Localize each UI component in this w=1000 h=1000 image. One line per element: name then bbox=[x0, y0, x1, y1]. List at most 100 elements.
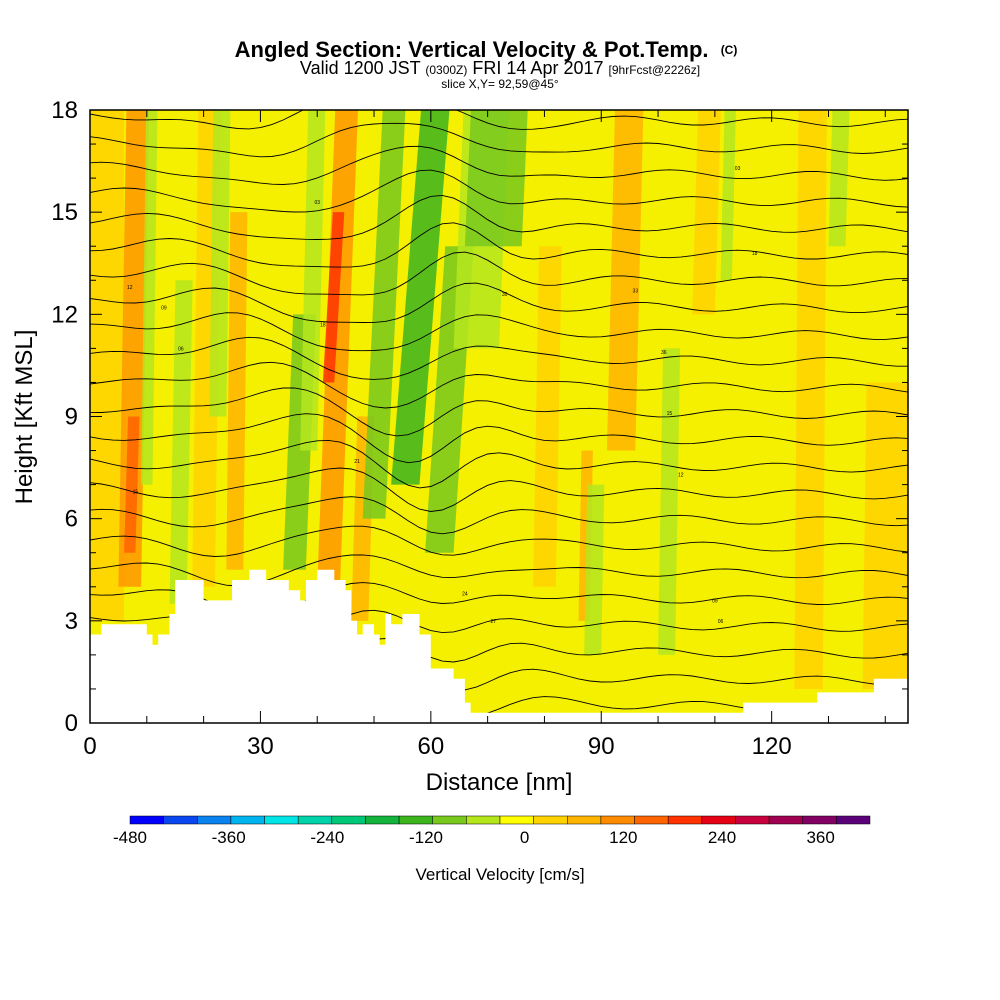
colorbar-swatch bbox=[600, 815, 635, 825]
colorbar-swatch bbox=[398, 815, 433, 825]
contour-labels: 15 12 09 06 03 18 21 24 27 30 33 36 15 12 09 06 03 18 bbox=[127, 166, 758, 625]
colorbar-swatch bbox=[163, 815, 198, 825]
y-tick-label: 0 bbox=[65, 710, 78, 737]
velocity-streak bbox=[464, 110, 528, 247]
plot-area: 15 12 09 06 03 18 21 24 27 30 33 36 15 12 09 06 03 18 bbox=[90, 110, 908, 723]
colorbar-swatch bbox=[197, 815, 232, 825]
isentrope-line bbox=[90, 169, 908, 213]
velocity-streak bbox=[862, 382, 908, 689]
isentrope-line bbox=[90, 251, 908, 296]
x-axis-title: Distance [nm] bbox=[426, 769, 573, 796]
y-axis: 0 36 9 12 15 18 bbox=[51, 97, 908, 737]
contour-label: 06 bbox=[718, 619, 724, 625]
velocity-streak bbox=[362, 110, 406, 519]
velocity-streak bbox=[391, 110, 450, 485]
colorbar-swatch bbox=[499, 815, 534, 825]
isentrope-line bbox=[90, 496, 908, 535]
velocity-streak bbox=[692, 110, 721, 315]
colorbar-swatch bbox=[230, 815, 265, 825]
x-tick-label: 60 bbox=[417, 733, 444, 760]
contour-label: 24 bbox=[462, 592, 468, 598]
velocity-streak bbox=[584, 484, 605, 655]
colorbar-swatch bbox=[667, 815, 703, 825]
colorbar-swatch bbox=[432, 815, 467, 825]
colorbar-tick-label: -360 bbox=[212, 828, 246, 847]
isentrope-line bbox=[90, 312, 908, 352]
colorbar-swatch bbox=[701, 815, 736, 825]
velocity-streak bbox=[606, 110, 644, 451]
colorbar-swatch bbox=[297, 815, 333, 825]
isentrope-line bbox=[90, 122, 908, 158]
velocity-streak bbox=[533, 246, 562, 587]
colorbar-swatch bbox=[264, 815, 299, 825]
colorbar-swatch bbox=[567, 815, 602, 825]
colorbar-tick-label: 120 bbox=[609, 828, 637, 847]
colorbar-swatch bbox=[768, 815, 803, 825]
y-tick-label: 15 bbox=[51, 199, 78, 226]
terrain-mask bbox=[90, 569, 908, 723]
colorbar-tick-label: 360 bbox=[806, 828, 834, 847]
colorbar-tick-label: 240 bbox=[708, 828, 736, 847]
colorbar-swatch bbox=[802, 815, 837, 825]
velocity-streak bbox=[322, 212, 345, 383]
contour-label: 18 bbox=[752, 251, 758, 257]
colorbar-swatch bbox=[836, 815, 871, 825]
contour-label: 12 bbox=[678, 472, 684, 478]
contour-label: 21 bbox=[354, 459, 360, 465]
contour-label: 15 bbox=[133, 489, 139, 495]
contour-label: 15 bbox=[667, 411, 673, 417]
x-tick-label: 30 bbox=[247, 733, 274, 760]
contour-label: 03 bbox=[735, 166, 741, 172]
velocity-streak bbox=[90, 110, 125, 621]
isentrope-line bbox=[90, 361, 908, 409]
velocity-streak bbox=[658, 348, 681, 655]
colorbar-tick-label: -240 bbox=[310, 828, 344, 847]
isentrope-line bbox=[90, 194, 908, 240]
colorbar-tick-label: 0 bbox=[520, 828, 529, 847]
colorbar-swatch bbox=[735, 815, 770, 825]
velocity-streak bbox=[226, 212, 248, 570]
y-tick-label: 9 bbox=[65, 404, 78, 431]
velocity-streak bbox=[828, 110, 850, 247]
slice-info: slice X,Y= 92,59@45° bbox=[441, 77, 559, 91]
velocity-streak bbox=[300, 110, 326, 451]
colorbar-swatch bbox=[365, 815, 400, 825]
isentrope-line bbox=[90, 439, 908, 489]
colorbar-swatch bbox=[331, 815, 366, 825]
x-axis: 0 30 60 90 120 bbox=[83, 110, 886, 760]
chart-subtitle: Valid 1200 JST (0300Z) FRI 14 Apr 2017 [… bbox=[300, 58, 700, 78]
x-tick-label: 120 bbox=[752, 733, 792, 760]
y-axis-title: Height [Kft MSL] bbox=[11, 330, 38, 505]
y-tick-label: 18 bbox=[51, 97, 78, 124]
contour-label: 12 bbox=[127, 285, 133, 291]
colorbar-swatch bbox=[466, 815, 501, 825]
colorbar-tick-label: -480 bbox=[113, 828, 147, 847]
colorbar-ticks: -480 -360 -240 -120 0 120 240 360 bbox=[113, 828, 835, 847]
isentrope-line bbox=[90, 145, 908, 185]
x-tick-label: 90 bbox=[588, 733, 615, 760]
velocity-streak bbox=[317, 110, 358, 587]
contour-label: 03 bbox=[314, 200, 320, 206]
colorbar-swatch bbox=[533, 815, 568, 825]
contour-label: 09 bbox=[712, 598, 718, 604]
x-tick-label: 0 bbox=[83, 733, 96, 760]
colorbar-swatch bbox=[634, 815, 669, 825]
contour-label: 36 bbox=[661, 350, 667, 356]
colorbar-tick-label: -120 bbox=[409, 828, 443, 847]
velocity-streak bbox=[124, 416, 140, 553]
y-tick-label: 3 bbox=[65, 608, 78, 635]
velocity-streak bbox=[209, 110, 231, 417]
colorbar bbox=[129, 815, 871, 825]
y-tick-label: 12 bbox=[51, 301, 78, 328]
chart-title: Angled Section: Vertical Velocity & Pot.… bbox=[235, 37, 738, 62]
isentrope-line bbox=[90, 282, 908, 323]
isentrope-line bbox=[90, 413, 908, 464]
velocity-streak bbox=[720, 110, 736, 281]
contour-label: 06 bbox=[178, 346, 184, 352]
contour-label: 18 bbox=[320, 323, 326, 329]
velocity-streak bbox=[794, 110, 827, 689]
velocity-streak bbox=[169, 280, 193, 604]
contour-label: 30 bbox=[502, 292, 508, 298]
